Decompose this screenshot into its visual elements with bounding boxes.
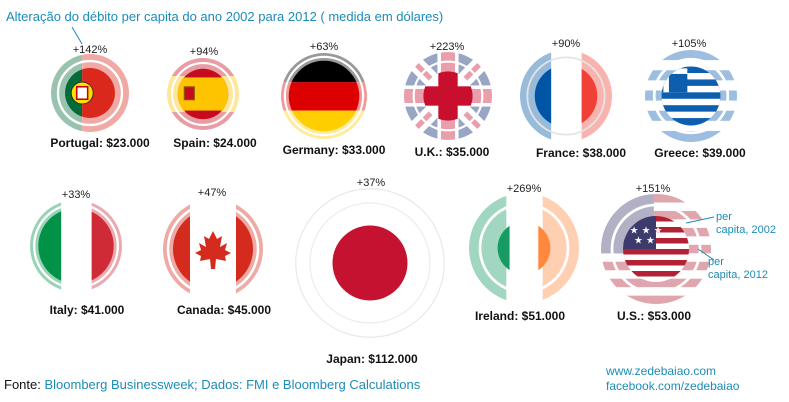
website-link[interactable]: www.zedebaiao.com — [606, 364, 717, 378]
flag-uk — [404, 52, 492, 140]
change-canada: +47% — [197, 187, 227, 199]
label-france: France: $38.000 — [535, 146, 627, 160]
flag-ireland — [469, 193, 579, 303]
change-ireland: +269% — [506, 183, 542, 195]
change-germany: +63% — [309, 41, 339, 53]
flag-portugal — [51, 54, 129, 132]
flag-spain — [167, 58, 239, 130]
label-germany: Germany: $33.000 — [282, 143, 386, 157]
svg-text:★ ★: ★ ★ — [634, 236, 655, 247]
change-japan: +37% — [356, 177, 386, 189]
change-portugal: +142% — [72, 44, 108, 56]
label-italy: Italy: $41.000 — [49, 303, 125, 317]
legend-per-capita-2002: per capita, 2002 — [716, 211, 776, 236]
flag-us: ★ ★ ★ ★ ★ — [601, 194, 711, 304]
change-italy: +33% — [61, 189, 91, 201]
label-us: U.S.: $53.000 — [616, 309, 692, 323]
flag-germany — [281, 53, 367, 139]
label-japan: Japan: $112.000 — [326, 352, 418, 366]
change-uk: +223% — [429, 41, 465, 53]
source-key: Fonte: — [4, 377, 45, 392]
chart-title: Alteração do débito per capita do ano 20… — [6, 9, 444, 24]
facebook-link[interactable]: facebook.com/zedebaiao — [606, 379, 740, 393]
label-uk: U.K.: $35.000 — [414, 145, 490, 159]
change-greece: +105% — [671, 38, 707, 50]
flag-greece — [645, 50, 737, 142]
flag-italy — [30, 200, 122, 292]
change-spain: +94% — [189, 46, 219, 58]
flag-france — [520, 50, 612, 142]
flag-canada — [163, 199, 263, 299]
label-portugal: Portugal: $23.000 — [50, 136, 150, 150]
flag-japan — [295, 188, 445, 338]
legend-per-capita-2012: per capita, 2012 — [708, 256, 768, 281]
change-france: +90% — [551, 38, 581, 50]
change-us: +151% — [635, 183, 671, 195]
label-ireland: Ireland: $51.000 — [474, 309, 566, 323]
svg-text:★ ★ ★: ★ ★ ★ — [630, 226, 663, 237]
label-spain: Spain: $24.000 — [173, 136, 257, 150]
source-line: Fonte: Bloomberg Businessweek; Dados: FM… — [4, 377, 420, 392]
label-greece: Greece: $39.000 — [654, 146, 746, 160]
source-value: Bloomberg Businessweek; Dados: FMI e Blo… — [44, 377, 421, 392]
label-canada: Canada: $45.000 — [176, 303, 272, 317]
